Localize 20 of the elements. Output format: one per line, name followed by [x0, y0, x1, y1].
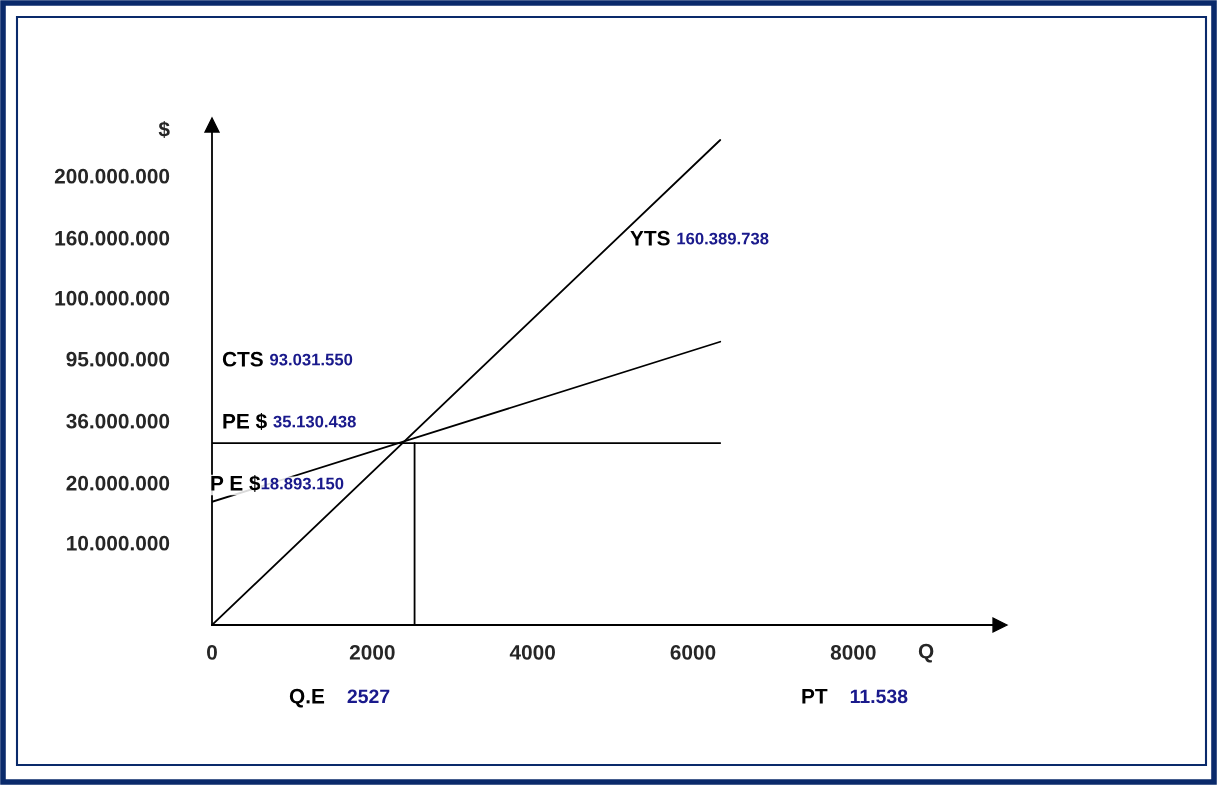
annotation: YTS 160.389.738 — [630, 230, 769, 246]
x-tick-label: 8000 — [830, 644, 876, 660]
x-tick-label: 6000 — [670, 644, 716, 660]
annotation: CTS 93.031.550 — [222, 351, 353, 367]
x-tick-label: 2000 — [349, 644, 395, 660]
text: 36.000.000 — [66, 413, 170, 429]
text: 10.000.000 — [67, 535, 170, 551]
text: PT 11.538 — [802, 689, 908, 704]
text: 95.000.000 — [66, 351, 170, 367]
annotation: PE $ 35.130.438 — [223, 412, 356, 430]
y-axis-title: $ — [158, 120, 170, 138]
x-tick-label: 0 — [207, 644, 217, 660]
text: 100.000.000 — [55, 290, 170, 306]
text: 20.000.000 — [66, 475, 170, 491]
annotation: P E $18.893.150 — [211, 474, 344, 492]
x-tick-label: 4000 — [509, 644, 555, 660]
x-axis-title: Q — [918, 643, 934, 663]
text: 160.000.000 — [55, 230, 170, 246]
text: 200.000.000 — [54, 168, 170, 184]
text: Q.E 2527 — [289, 688, 390, 708]
